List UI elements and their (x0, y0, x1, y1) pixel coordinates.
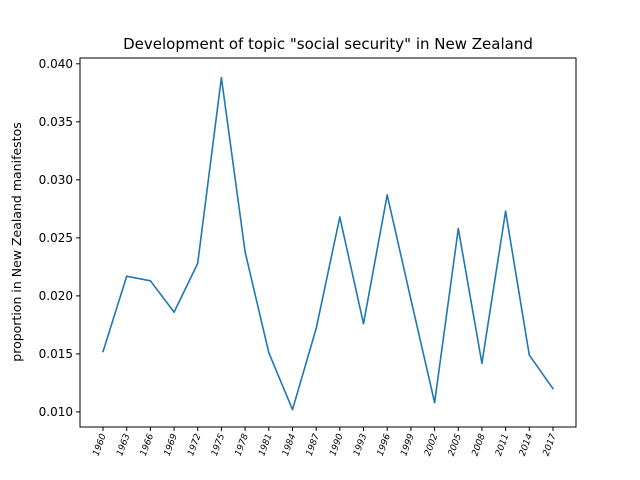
data-point (457, 227, 460, 230)
data-point (386, 194, 389, 196)
data-point (481, 362, 483, 364)
x-tick-label: 1981 (257, 433, 274, 458)
y-tick-label: 0.010 (39, 405, 73, 419)
x-tick-label: 1963 (115, 432, 132, 457)
data-point (102, 350, 104, 353)
data-point (362, 322, 365, 325)
x-tick-label: 1996 (376, 432, 393, 457)
x-tick-label: 2017 (542, 432, 559, 457)
y-tick-label: 0.025 (39, 231, 73, 245)
x-tick-label: 1972 (186, 432, 203, 457)
y-tick-label: 0.015 (39, 347, 73, 361)
x-axis-ticks: 1960 1963 1966 1969 1972 1975 1978 1981 1984 1987… (92, 427, 559, 458)
y-tick-label: 0.030 (39, 173, 73, 187)
y-axis-ticks: 0.010 0.015 0.020 0.025 0.030 0.035 0.040 (39, 57, 80, 419)
axes-border (79, 57, 577, 428)
x-tick-label: 1978 (234, 432, 251, 457)
data-point (244, 250, 246, 253)
series-layer (102, 76, 554, 411)
data-point (528, 354, 531, 356)
data-point (504, 210, 507, 212)
x-tick-label: 2014 (518, 432, 535, 457)
x-tick-label: 2005 (447, 432, 464, 457)
x-tick-label: 1960 (92, 432, 109, 457)
x-tick-label: 1987 (305, 432, 322, 457)
data-point (125, 275, 128, 277)
axes-frame (79, 57, 577, 428)
data-point (149, 279, 152, 282)
data-point (433, 401, 436, 404)
x-tick-label: 1999 (399, 432, 416, 457)
x-tick-label: 1975 (210, 432, 227, 457)
data-point (220, 76, 223, 79)
x-tick-label: 2002 (423, 432, 440, 457)
series-line (102, 76, 554, 411)
x-tick-label: 1966 (139, 432, 156, 457)
chart-title: Development of topic "social security" i… (123, 35, 533, 53)
y-tick-label: 0.020 (39, 289, 73, 303)
data-point (315, 327, 317, 330)
x-tick-label: 1990 (328, 432, 345, 457)
x-tick-label: 2011 (494, 433, 511, 458)
data-point (173, 311, 175, 313)
data-point (291, 408, 294, 411)
x-tick-label: 1993 (352, 432, 369, 457)
y-tick-label: 0.035 (39, 115, 73, 129)
x-tick-label: 2008 (471, 432, 488, 457)
x-tick-label: 1969 (163, 432, 180, 457)
y-tick-label: 0.040 (39, 57, 73, 71)
data-point (267, 351, 270, 354)
x-tick-label: 1984 (281, 432, 298, 457)
data-point (410, 298, 412, 301)
data-point (552, 387, 554, 390)
data-point (339, 216, 341, 218)
data-point (196, 262, 199, 265)
y-axis-label: proportion in New Zealand manifestos (9, 122, 24, 361)
